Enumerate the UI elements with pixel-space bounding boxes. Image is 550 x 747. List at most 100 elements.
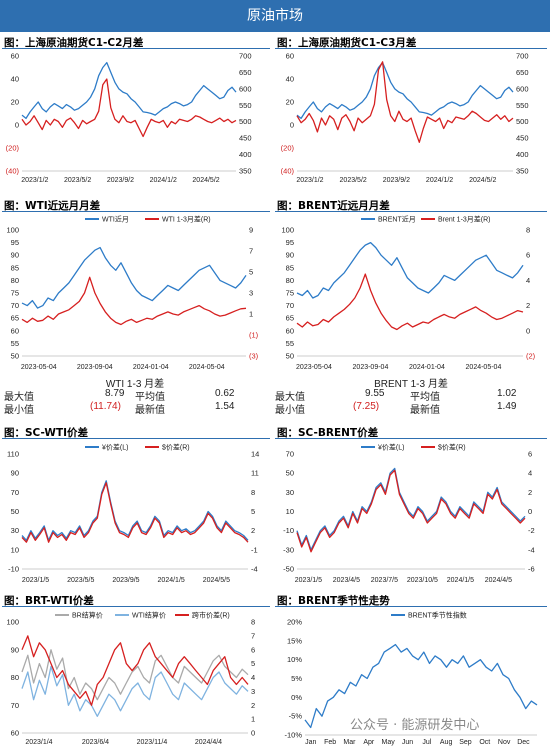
- y-left-tick-label: 70: [11, 701, 19, 710]
- y-right-tick-label: 650: [239, 68, 252, 77]
- y-right-tick-label: (1): [249, 331, 259, 340]
- watermark: 公众号 · 能源研发中心: [350, 718, 480, 733]
- section-banner: 原油市场: [0, 0, 550, 32]
- x-tick-label: 2024/1/5: [158, 577, 185, 584]
- y-right-tick-label: 350: [239, 167, 252, 176]
- x-tick-label: 2023/1/5: [22, 577, 49, 584]
- stats-row: 最大值 9.55 平均值 1.02: [275, 388, 547, 403]
- x-tick-label: 2023/1/5: [295, 577, 322, 584]
- y-right-tick-label: 350: [516, 167, 529, 176]
- title-underline: [275, 211, 547, 212]
- x-tick-label: 2023/1/2: [296, 177, 323, 184]
- y-right-tick-label: -6: [528, 565, 535, 574]
- x-tick-label: 2024-01-04: [133, 364, 169, 371]
- y-left-tick-label: 60: [286, 52, 294, 61]
- y-right-tick-label: 450: [239, 134, 252, 143]
- series-line-0: [304, 643, 538, 729]
- chart-sc-brent: 70 50 30 10 -10 -30 -50 6 4 2 0 -2 -4 -6 2023/1/5 2023/…: [283, 443, 535, 585]
- series-line-1: [296, 469, 526, 553]
- stats-row: 最小值 (11.74) 最新值 1.54: [0, 401, 270, 416]
- stat-label: 最大值: [275, 392, 305, 403]
- legend-label: BRENT近月: [378, 215, 416, 224]
- x-tick-label: Mar: [343, 739, 356, 746]
- chart-sc-c1c3: 60 40 20 0 (20) (40) 700 650 600 550 500 450 400 350 2…: [281, 52, 529, 185]
- x-tick-label: 2023/4/5: [333, 577, 360, 584]
- y-left-tick-label: (40): [281, 167, 295, 176]
- stats-wti: WTI 1-3 月差 最大值 8.79 平均值 0.62 最小值 (11.74)…: [0, 375, 270, 416]
- y-left-tick-label: 15%: [287, 636, 302, 645]
- y-left-tick-label: 100: [281, 226, 294, 235]
- y-right-tick-label: 9: [249, 226, 253, 235]
- x-tick-label: 2023/9/2: [383, 177, 410, 184]
- y-right-tick-label: 2: [526, 301, 530, 310]
- y-right-tick-label: 4: [251, 673, 255, 682]
- y-right-tick-label: 4: [526, 276, 530, 285]
- x-tick-label: 2023/5/5: [67, 577, 94, 584]
- y-left-tick-label: 60: [11, 52, 19, 61]
- series-line-1: [296, 61, 514, 143]
- series-line-1: [21, 78, 237, 138]
- stat-label: 最新值: [135, 405, 165, 416]
- x-tick-label: Aug: [440, 739, 453, 746]
- title-underline: [275, 48, 547, 49]
- y-left-tick-label: 80: [11, 276, 19, 285]
- y-left-tick-label: 20%: [287, 618, 302, 627]
- y-left-tick-label: 75: [11, 289, 19, 298]
- y-right-tick-label: 600: [516, 84, 529, 93]
- y-left-tick-label: 5%: [291, 674, 302, 683]
- y-right-tick-label: 2: [251, 701, 255, 710]
- y-left-tick-label: 110: [7, 450, 19, 459]
- title-underline: [275, 606, 547, 607]
- panel-title-brt-wti: 图：BRT-WTI价差: [4, 595, 94, 607]
- stat-value: 0.62: [215, 388, 235, 399]
- y-left-tick-label: 10%: [287, 655, 302, 664]
- y-right-tick-label: 3: [249, 289, 253, 298]
- stat-value: 8.79: [105, 388, 125, 399]
- y-right-tick-label: 700: [516, 52, 529, 61]
- stats-row: 最大值 8.79 平均值 0.62: [0, 388, 270, 403]
- x-tick-label: Jul: [422, 739, 431, 746]
- legend-label: $价差(R): [438, 443, 466, 452]
- legend-label: ¥价差(L): [378, 443, 404, 452]
- x-tick-label: 2024/1/2: [150, 177, 177, 184]
- stat-value: 1.49: [497, 401, 517, 412]
- y-left-tick-label: 50: [286, 469, 294, 478]
- title-underline: [2, 606, 270, 607]
- legend-label: WTI近月: [102, 215, 129, 224]
- y-right-tick-label: -4: [528, 545, 535, 554]
- chart-sc-c1c2: 60 40 20 0 (20) (40) 700 650 600 550 500 450 400 350 2…: [6, 52, 252, 185]
- y-left-tick-label: 60: [11, 729, 19, 738]
- y-right-tick-label: 550: [239, 101, 252, 110]
- y-right-tick-label: 2: [251, 526, 255, 535]
- x-tick-label: 2023-05-04: [21, 364, 57, 371]
- x-tick-label: 2023/5/2: [340, 177, 367, 184]
- x-tick-label: 2024/1/5: [447, 577, 474, 584]
- y-left-tick-label: 55: [286, 339, 294, 348]
- title-underline: [2, 211, 270, 212]
- y-right-tick-label: 5: [249, 268, 253, 277]
- y-left-tick-label: -10: [283, 526, 294, 535]
- panel-title-sc-brent: 图：SC-BRENT价差: [277, 427, 379, 439]
- x-tick-label: May: [382, 739, 396, 746]
- y-right-tick-label: -2: [528, 526, 535, 535]
- y-left-tick-label: (40): [6, 167, 20, 176]
- y-left-tick-label: 80: [286, 276, 294, 285]
- y-right-tick-label: 8: [251, 488, 255, 497]
- y-left-tick-label: -50: [283, 565, 294, 574]
- y-right-tick-label: 650: [516, 68, 529, 77]
- y-left-tick-label: 90: [286, 251, 294, 260]
- y-right-tick-label: 0: [251, 729, 255, 738]
- legend-label: 跨市价差(R): [192, 611, 230, 620]
- y-right-tick-label: 500: [239, 117, 252, 126]
- y-right-tick-label: (2): [526, 352, 536, 361]
- series-line-0: [21, 246, 247, 309]
- y-right-tick-label: 500: [516, 117, 529, 126]
- y-left-tick-label: 90: [11, 645, 19, 654]
- y-left-tick-label: 95: [286, 238, 294, 247]
- y-left-tick-label: 100: [6, 226, 19, 235]
- stats-title: WTI 1-3 月差: [105, 379, 165, 390]
- title-underline: [2, 48, 270, 49]
- legend-label: Brent 1-3月差(R): [438, 215, 491, 224]
- series-line-0: [296, 241, 524, 299]
- panel-title-sc-c1c3: 图：上海原油期货C1-C3月差: [277, 37, 417, 49]
